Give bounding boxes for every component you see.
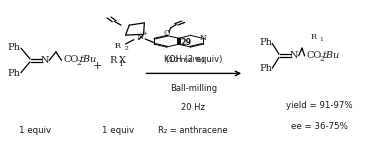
Text: R: R (311, 33, 317, 41)
Text: 2: 2 (77, 59, 81, 67)
Text: +: + (143, 31, 147, 36)
Text: 29: 29 (180, 38, 191, 47)
Text: Ph: Ph (259, 38, 272, 47)
Text: Ball-milling: Ball-milling (170, 84, 217, 93)
Text: ee = 36-75%: ee = 36-75% (291, 122, 348, 131)
Text: O: O (164, 29, 170, 37)
Text: 1 equiv: 1 equiv (19, 126, 51, 135)
Text: CO: CO (306, 51, 321, 60)
Text: N: N (137, 33, 144, 41)
Text: 1 equiv: 1 equiv (102, 126, 134, 135)
Text: Ph: Ph (259, 64, 272, 73)
Text: X: X (119, 56, 127, 65)
Text: 2: 2 (125, 46, 128, 51)
Text: tBu: tBu (79, 55, 97, 64)
Text: N: N (200, 34, 207, 42)
Text: 2: 2 (319, 55, 324, 63)
Text: CO: CO (63, 55, 78, 64)
Text: (10 mol%): (10 mol%) (166, 56, 205, 63)
Text: yield = 91-97%: yield = 91-97% (286, 101, 352, 110)
Text: +: + (92, 61, 102, 71)
Text: 1: 1 (118, 60, 123, 68)
Text: N: N (41, 56, 49, 65)
Text: 1: 1 (319, 37, 323, 42)
Text: R₂ = anthracene: R₂ = anthracene (158, 126, 228, 135)
Text: KOH (2 equiv): KOH (2 equiv) (164, 55, 222, 64)
Text: tBu: tBu (322, 51, 340, 60)
Text: Ph: Ph (8, 43, 20, 52)
Text: R: R (115, 42, 121, 50)
Text: Ph: Ph (8, 69, 20, 78)
Text: 20 Hz: 20 Hz (181, 103, 205, 112)
Text: R: R (110, 56, 117, 65)
Text: N: N (290, 51, 298, 60)
